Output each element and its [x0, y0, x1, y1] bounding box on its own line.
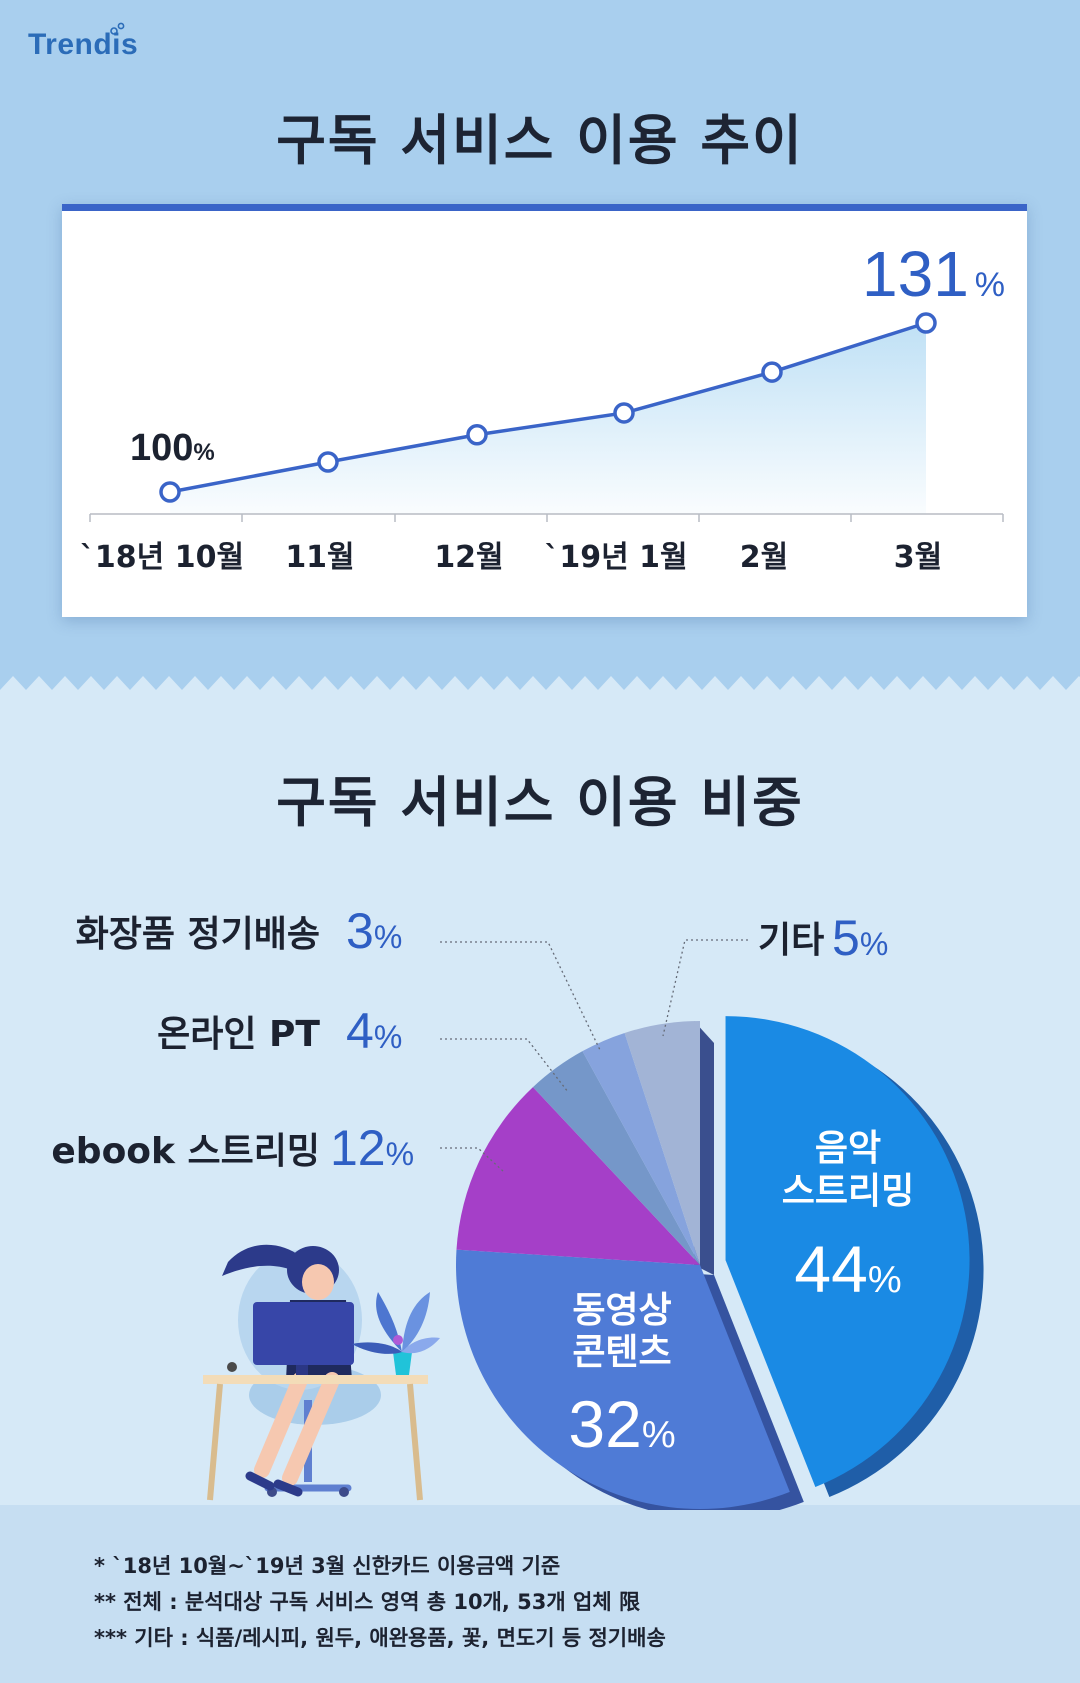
logo-dots-icon — [110, 22, 125, 35]
plant-flower — [393, 1335, 403, 1345]
section2-title: 구독 서비스 이용 비중 — [276, 771, 804, 834]
brand-logo: Trendis — [28, 28, 139, 61]
woman-at-desk-illustration — [203, 1244, 440, 1501]
x-tick-label: 3월 — [894, 540, 942, 575]
cosmetics-leader — [440, 941, 601, 1051]
data-point — [466, 424, 488, 446]
leg — [282, 1372, 340, 1486]
plant-leaf — [352, 1342, 402, 1354]
cosmetics-label: 화장품 정기배송 — [76, 914, 320, 955]
zigzag-divider — [0, 676, 1080, 706]
pie-slice — [455, 1249, 790, 1509]
online-pt-leader — [440, 1038, 569, 1093]
x-tick-label: 11월 — [285, 540, 354, 575]
chair-wheel — [339, 1487, 349, 1497]
slice-label: 스트리밍 — [782, 1171, 914, 1212]
section1-title: 구독 서비스 이용 추이 — [276, 109, 804, 172]
hair-flow — [222, 1244, 300, 1276]
data-point — [915, 312, 937, 334]
pie-slice — [582, 1032, 700, 1265]
desk-leg — [207, 1383, 223, 1501]
x-tick-label: `19년 1월 — [544, 540, 687, 575]
data-point — [761, 361, 783, 383]
ebook-label: ebook 스트리밍 — [51, 1131, 320, 1172]
desk-top — [203, 1375, 428, 1384]
online-pt-label: 온라인 PT — [157, 1014, 320, 1055]
pie-slice — [725, 1016, 970, 1487]
shoe — [245, 1471, 275, 1491]
x-tick-label: `18년 10월 — [80, 540, 244, 575]
face — [302, 1264, 334, 1300]
plant-leaf — [402, 1292, 430, 1352]
slice-label: 동영상 — [572, 1290, 671, 1331]
footnote-1: * `18년 10월~`19년 3월 신한카드 이용금액 기준 — [94, 1554, 561, 1578]
footer-background — [0, 1505, 1080, 1683]
x-tick-label: 12월 — [434, 540, 503, 575]
data-point — [613, 402, 635, 424]
line-area-fill — [170, 323, 926, 514]
ebook-leader — [440, 1147, 505, 1173]
plant-leaf — [402, 1337, 440, 1354]
shoe — [273, 1479, 303, 1497]
desk-leg — [407, 1383, 423, 1501]
slice-label: 음악 — [815, 1128, 881, 1169]
footnote-2: ** 전체 : 분석대상 구독 서비스 영역 총 10개, 53개 업체 限 — [94, 1590, 640, 1614]
monitor — [253, 1302, 354, 1365]
footnote-3: *** 기타 : 식품/레시피, 원두, 애완용품, 꽃, 면도기 등 정기배송 — [94, 1626, 666, 1650]
data-point — [317, 451, 339, 473]
pie-slice — [456, 1087, 700, 1265]
leg — [254, 1372, 308, 1478]
footnotes: * `18년 10월~`19년 3월 신한카드 이용금액 기준 ** 전체 : … — [94, 1548, 666, 1656]
other-label: 기타 — [758, 920, 824, 961]
plant-pot — [393, 1352, 412, 1375]
series-line — [169, 321, 927, 494]
slice-label: 콘텐츠 — [572, 1332, 671, 1373]
ebook-value: 12% — [330, 1120, 414, 1176]
pie-slice — [624, 1021, 700, 1265]
other-leader — [662, 939, 748, 1037]
monitor-stand — [296, 1365, 308, 1375]
pie-slice — [532, 1051, 700, 1265]
data-point — [159, 481, 181, 503]
mug — [227, 1362, 237, 1372]
x-tick-label: 2월 — [740, 540, 788, 575]
